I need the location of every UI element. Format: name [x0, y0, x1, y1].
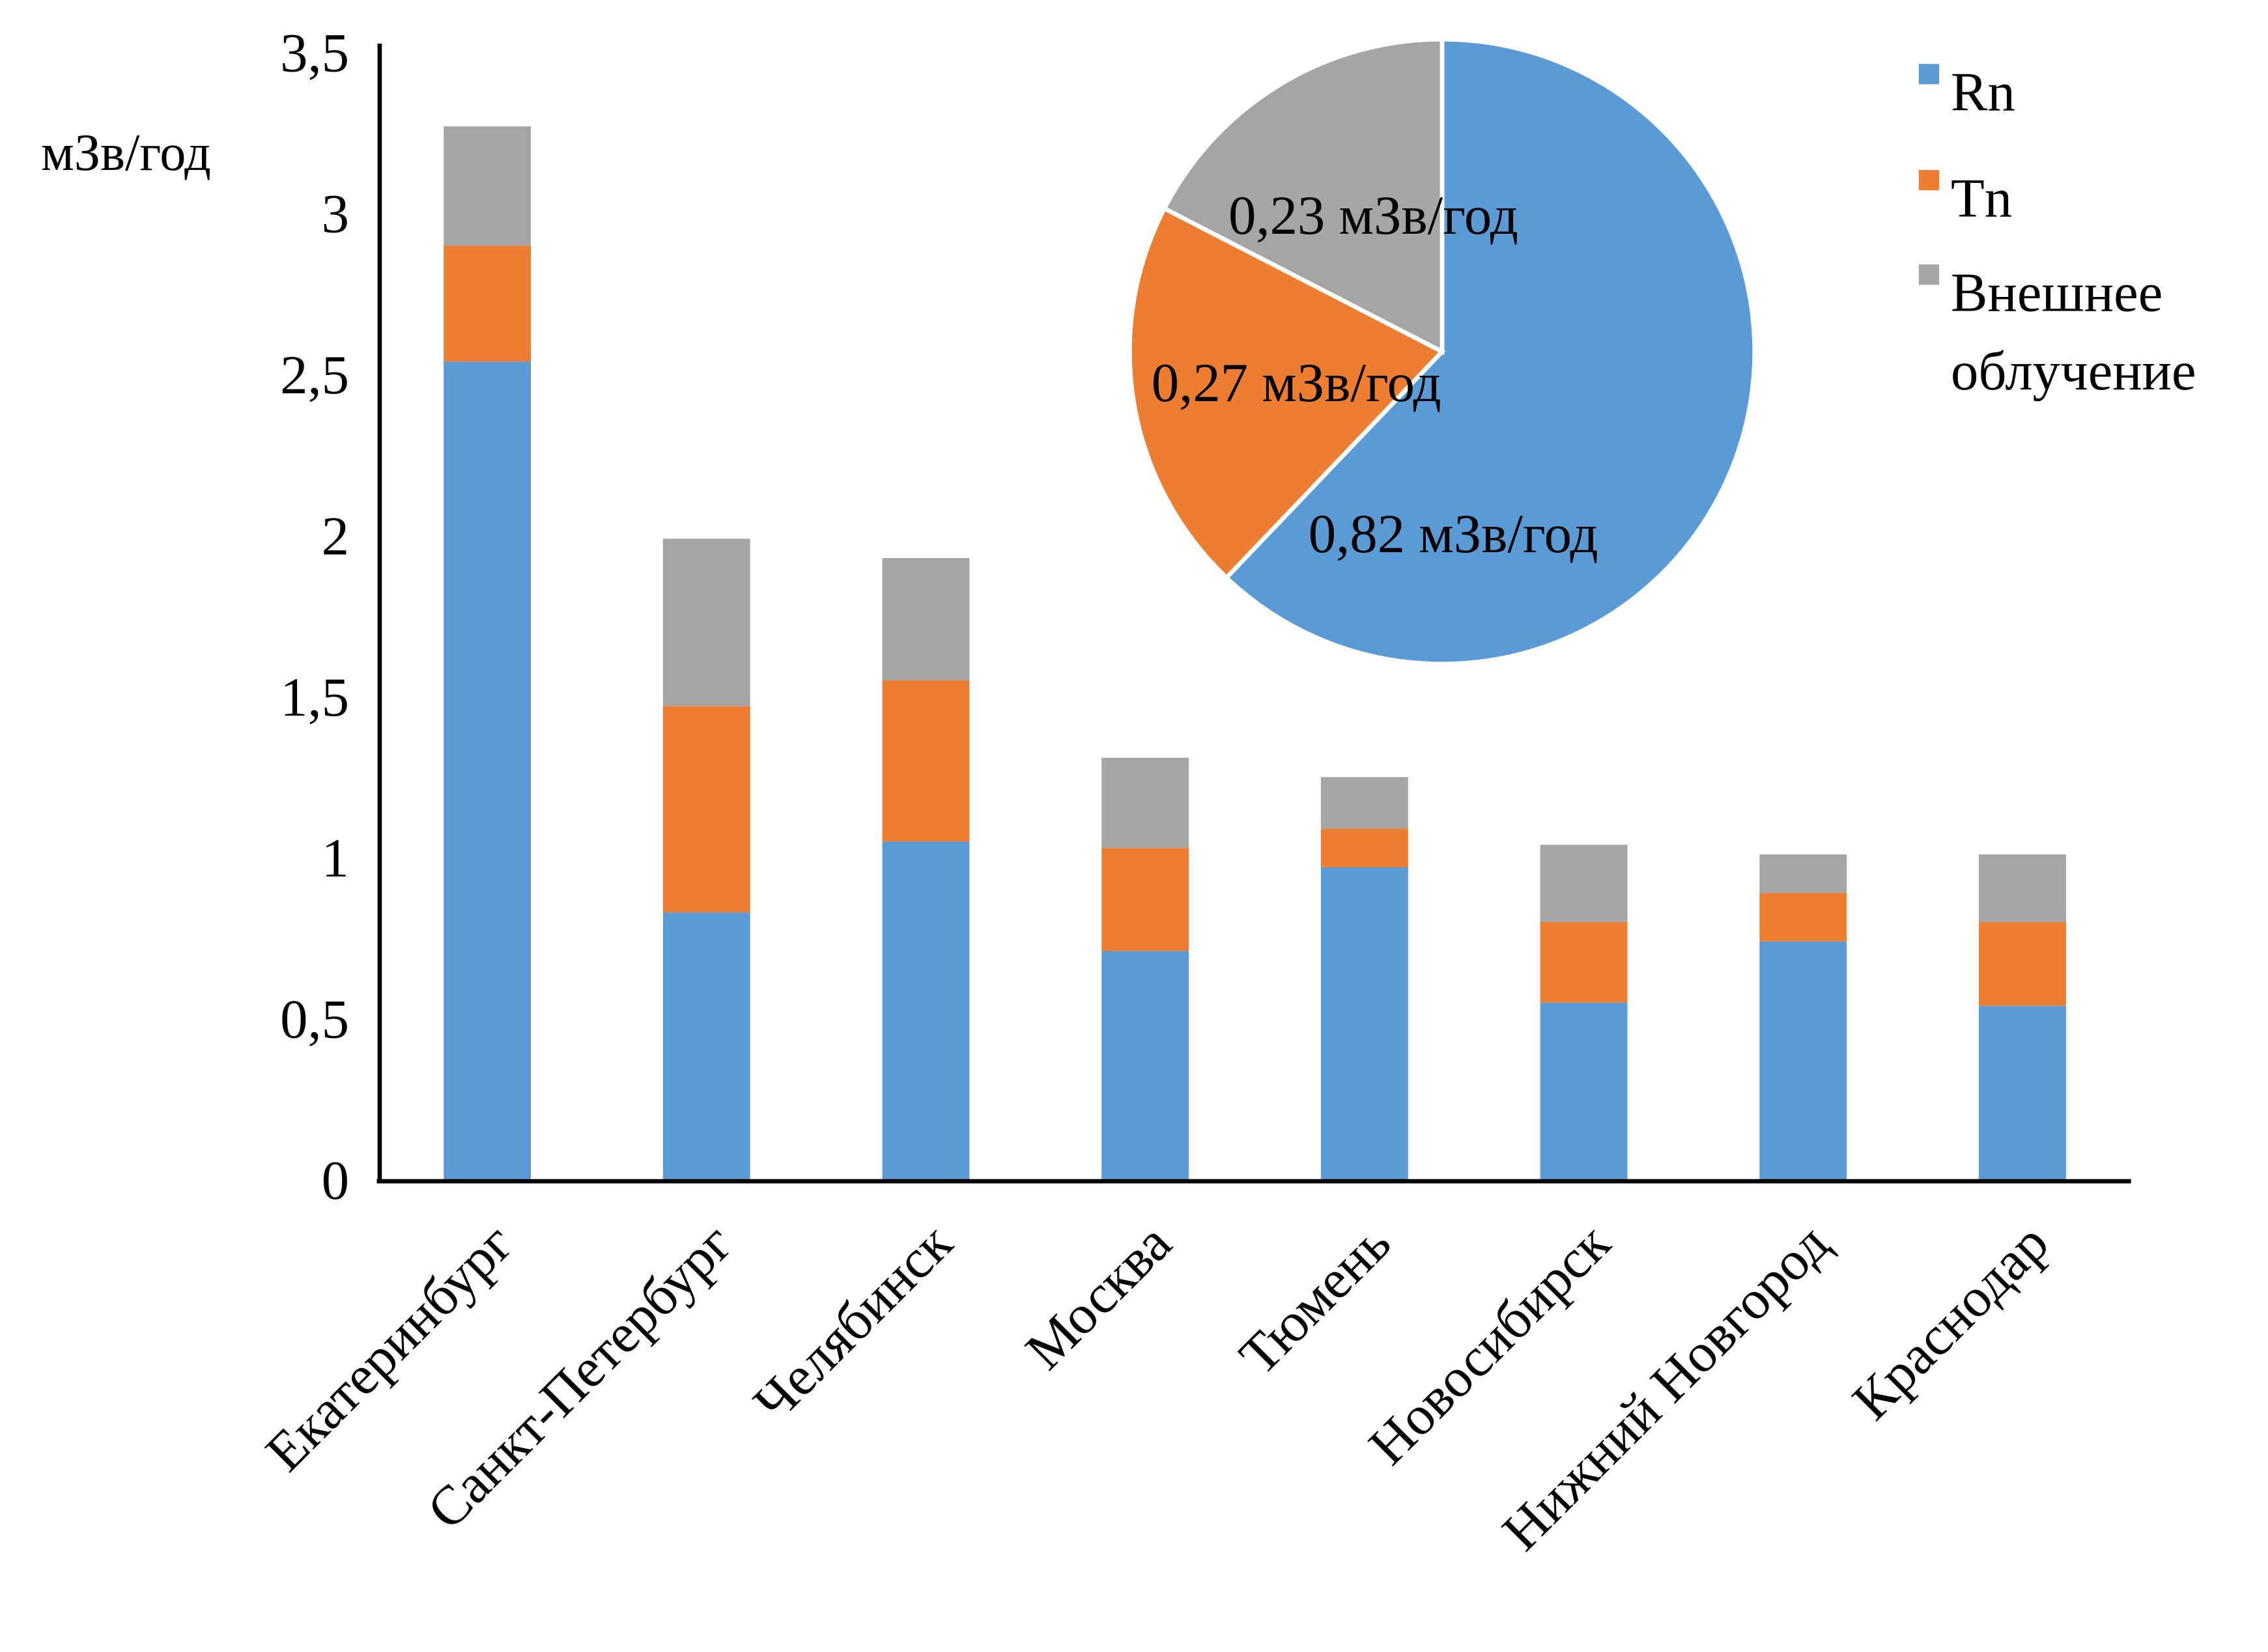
bar-external-1	[662, 539, 750, 707]
bar-tn-4	[1320, 828, 1408, 867]
y-tick-label: 2,5	[280, 344, 349, 406]
bar-rn-2	[882, 841, 970, 1180]
y-tick-label: 0	[322, 1150, 349, 1211]
x-tick-label: Тюмень	[1228, 1212, 1402, 1386]
bar-tn-6	[1759, 893, 1847, 942]
pie-label-external: 0,23 мЗв/год	[1228, 185, 1518, 246]
legend-swatch-tn	[1918, 170, 1940, 191]
bar-rn-6	[1759, 941, 1847, 1180]
pie-chart	[1127, 36, 1757, 667]
bar-external-2	[882, 558, 970, 681]
pie-labels: 0,82 мЗв/год 0,27 мЗв/год 0,23 мЗв/год	[1152, 185, 1598, 565]
bar-external-5	[1540, 845, 1628, 923]
y-axis-label: мЗв/год	[41, 124, 211, 182]
legend: Rn Tn Внешнее облучение	[1918, 62, 2196, 402]
bar-external-6	[1759, 854, 1847, 893]
legend-label-external-2: облучение	[1951, 341, 2196, 402]
bar-rn-3	[1101, 951, 1189, 1180]
bar-external-0	[444, 126, 532, 246]
y-tick-label: 2	[322, 505, 349, 567]
y-tick-label: 3	[322, 184, 349, 245]
x-tick-label: Москва	[1014, 1212, 1184, 1381]
bar-tn-0	[444, 245, 532, 362]
legend-swatch-external	[1918, 264, 1940, 285]
y-tick-label: 1	[322, 828, 349, 889]
pie-slice-tn	[1127, 205, 1446, 581]
bar-external-4	[1320, 777, 1408, 829]
y-tick-label: 3,5	[280, 22, 349, 83]
bar-tn-5	[1540, 922, 1628, 1003]
bar-rn-0	[444, 361, 532, 1180]
bar-tn-7	[1979, 922, 2066, 1006]
bar-rn-7	[1979, 1005, 2066, 1180]
bar-tn-3	[1101, 848, 1189, 951]
x-tick-label: Краснодар	[1841, 1212, 2060, 1431]
bar-external-7	[1979, 854, 2066, 923]
y-tick-labels: 0 0,5 1 1,5 2 2,5 3 3,5	[280, 22, 349, 1211]
bar-rn-1	[662, 912, 750, 1180]
bar-tn-2	[882, 680, 970, 842]
bar-rn-4	[1320, 867, 1408, 1180]
legend-label-rn: Rn	[1951, 62, 2015, 123]
x-tick-label: Челябинск	[743, 1212, 964, 1433]
pie-slice-external	[1161, 36, 1445, 356]
pie-slice-rn	[1223, 36, 1757, 667]
pie-label-rn: 0,82 мЗв/год	[1309, 503, 1598, 565]
bar-tn-1	[662, 706, 750, 913]
legend-label-external-1: Внешнее	[1951, 262, 2162, 324]
pie-label-tn: 0,27 мЗв/год	[1152, 352, 1441, 413]
bar-external-3	[1101, 757, 1189, 848]
bar-rn-5	[1540, 1002, 1628, 1180]
y-tick-label: 0,5	[280, 988, 349, 1050]
legend-swatch-rn	[1918, 64, 1940, 85]
legend-label-tn: Tn	[1951, 167, 2012, 229]
y-tick-label: 1,5	[280, 667, 349, 728]
bars	[444, 126, 2066, 1180]
